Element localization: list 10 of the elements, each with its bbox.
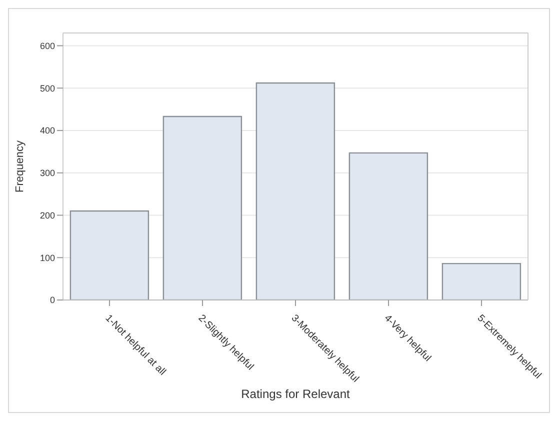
y-tick-label: 300 bbox=[40, 168, 55, 178]
x-axis-title: Ratings for Relevant bbox=[241, 387, 351, 401]
y-tick-label: 600 bbox=[40, 40, 55, 51]
y-tick-label: 0 bbox=[50, 295, 55, 306]
bar bbox=[442, 262, 522, 300]
y-axis-title: Frequency bbox=[14, 140, 26, 192]
y-tick-label: 200 bbox=[40, 210, 55, 220]
y-tick-label: 100 bbox=[40, 252, 55, 263]
y-tick-label: 400 bbox=[40, 126, 55, 136]
y-tick-label: 500 bbox=[40, 83, 55, 94]
